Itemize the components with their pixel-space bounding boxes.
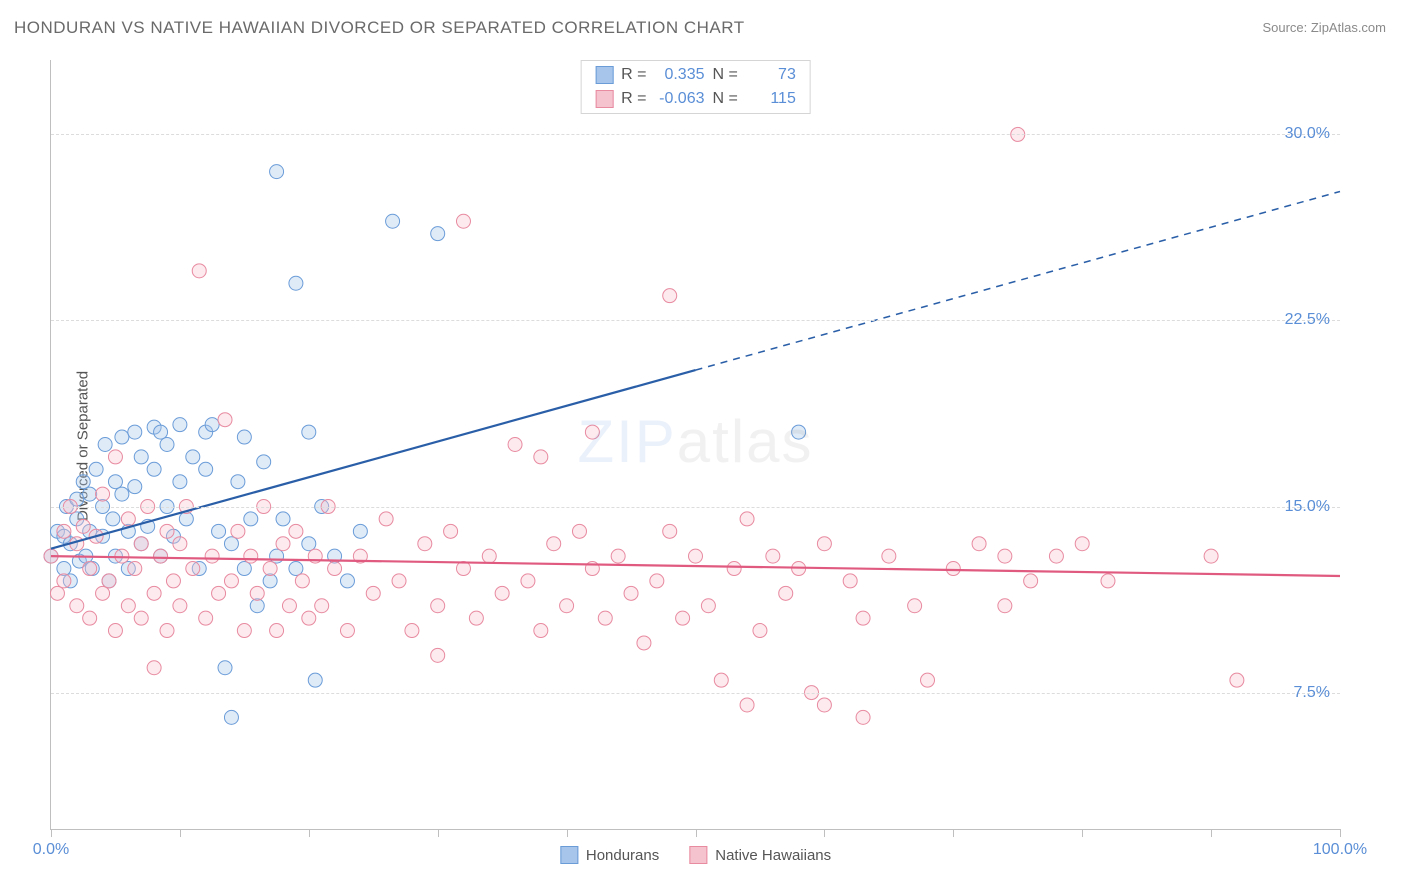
n-label: N = (713, 66, 738, 84)
x-tick (824, 829, 825, 837)
plot-area: ZIPatlas R = 0.335 N = 73 R = -0.063 N =… (50, 60, 1340, 830)
y-tick-label: 7.5% (1294, 684, 1330, 702)
gridline (51, 320, 1340, 321)
x-tick (1211, 829, 1212, 837)
gridline (51, 693, 1340, 694)
plot-svg (51, 60, 1340, 829)
x-tick (309, 829, 310, 837)
y-tick-label: 15.0% (1285, 498, 1330, 516)
x-tick (438, 829, 439, 837)
legend-row-hondurans: R = 0.335 N = 73 (581, 63, 810, 87)
x-tick-label: 0.0% (33, 841, 69, 859)
x-tick (1340, 829, 1341, 837)
source-attribution: Source: ZipAtlas.com (1262, 20, 1386, 35)
legend-item-hawaiians: Native Hawaiians (689, 846, 831, 864)
gridline (51, 134, 1340, 135)
swatch-hawaiians (595, 90, 613, 108)
legend-row-hawaiians: R = -0.063 N = 115 (581, 87, 810, 111)
chart-container: HONDURAN VS NATIVE HAWAIIAN DIVORCED OR … (0, 0, 1406, 892)
swatch-hondurans-b (560, 846, 578, 864)
x-tick (180, 829, 181, 837)
r-value-hawaiians: -0.063 (655, 90, 705, 108)
x-tick (1082, 829, 1083, 837)
x-tick (567, 829, 568, 837)
n-label: N = (713, 90, 738, 108)
gridline (51, 507, 1340, 508)
n-value-hondurans: 73 (746, 66, 796, 84)
swatch-hawaiians-b (689, 846, 707, 864)
x-tick (51, 829, 52, 837)
series-legend: Hondurans Native Hawaiians (560, 846, 831, 864)
chart-title: HONDURAN VS NATIVE HAWAIIAN DIVORCED OR … (14, 18, 745, 38)
series-name-hawaiians: Native Hawaiians (715, 847, 831, 864)
correlation-legend: R = 0.335 N = 73 R = -0.063 N = 115 (580, 60, 811, 114)
x-tick-label: 100.0% (1313, 841, 1367, 859)
source-name: ZipAtlas.com (1311, 20, 1386, 35)
y-tick-label: 30.0% (1285, 125, 1330, 143)
n-value-hawaiians: 115 (746, 90, 796, 108)
series-name-hondurans: Hondurans (586, 847, 659, 864)
source-prefix: Source: (1262, 20, 1310, 35)
x-tick (953, 829, 954, 837)
legend-item-hondurans: Hondurans (560, 846, 659, 864)
y-tick-label: 22.5% (1285, 311, 1330, 329)
r-value-hondurans: 0.335 (655, 66, 705, 84)
x-tick (696, 829, 697, 837)
swatch-hondurans (595, 66, 613, 84)
r-label: R = (621, 90, 646, 108)
r-label: R = (621, 66, 646, 84)
